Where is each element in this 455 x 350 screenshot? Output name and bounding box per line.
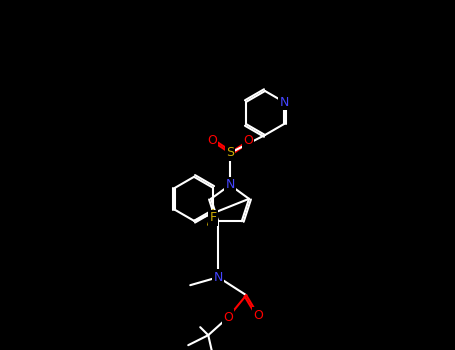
Text: O: O [207, 134, 217, 147]
Text: N: N [225, 178, 235, 191]
Text: O: O [243, 134, 253, 147]
Text: N: N [213, 271, 223, 284]
Text: N: N [279, 96, 289, 108]
Text: F: F [209, 211, 217, 224]
Text: S: S [226, 147, 234, 160]
Text: O: O [253, 309, 263, 322]
Text: O: O [223, 311, 233, 324]
